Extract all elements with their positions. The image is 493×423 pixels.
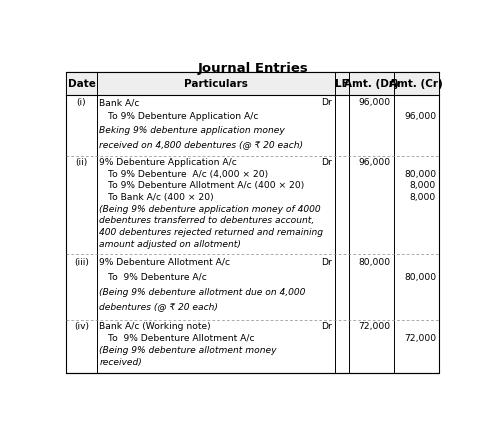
Text: Bank A/c: Bank A/c [100, 99, 140, 107]
Text: To 9% Debenture Application A/c: To 9% Debenture Application A/c [108, 112, 258, 121]
Text: 72,000: 72,000 [404, 334, 436, 343]
Text: 9% Debenture Allotment A/c: 9% Debenture Allotment A/c [100, 258, 230, 267]
Text: To 9% Debenture  A/c (4,000 × 20): To 9% Debenture A/c (4,000 × 20) [108, 170, 268, 179]
Text: LF: LF [335, 79, 349, 89]
Text: 9% Debenture Application A/c: 9% Debenture Application A/c [100, 158, 237, 167]
Text: debentures transferred to debentures account,: debentures transferred to debentures acc… [100, 217, 315, 225]
Text: 96,000: 96,000 [404, 112, 436, 121]
Text: Dr: Dr [321, 322, 332, 331]
Text: 96,000: 96,000 [358, 158, 390, 167]
Text: Dr: Dr [321, 158, 332, 167]
Text: 80,000: 80,000 [358, 258, 390, 267]
Text: To 9% Debenture Allotment A/c (400 × 20): To 9% Debenture Allotment A/c (400 × 20) [108, 181, 304, 190]
Text: (Being 9% debenture allotment money: (Being 9% debenture allotment money [100, 346, 277, 355]
Text: Bank A/c (Working note): Bank A/c (Working note) [100, 322, 211, 331]
Text: received on 4,800 debentures (@ ₹ 20 each): received on 4,800 debentures (@ ₹ 20 eac… [100, 140, 304, 149]
Text: 96,000: 96,000 [358, 99, 390, 107]
Text: Date: Date [68, 79, 96, 89]
Text: (Being 9% debenture allotment due on 4,000: (Being 9% debenture allotment due on 4,0… [100, 288, 306, 297]
Text: (i): (i) [77, 99, 86, 107]
Text: 72,000: 72,000 [358, 322, 390, 331]
Text: (iv): (iv) [74, 322, 89, 331]
Text: To  9% Debenture Allotment A/c: To 9% Debenture Allotment A/c [108, 334, 254, 343]
Text: 80,000: 80,000 [404, 170, 436, 179]
Text: (Being 9% debenture application money of 4000: (Being 9% debenture application money of… [100, 205, 321, 214]
Text: Dr: Dr [321, 258, 332, 267]
Text: 80,000: 80,000 [404, 273, 436, 282]
Text: (ii): (ii) [75, 158, 88, 167]
Text: 400 debentures rejected returned and remaining: 400 debentures rejected returned and rem… [100, 228, 323, 237]
Text: 8,000: 8,000 [410, 193, 436, 202]
Text: debentures (@ ₹ 20 each): debentures (@ ₹ 20 each) [100, 302, 218, 311]
Text: Dr: Dr [321, 99, 332, 107]
Text: To Bank A/c (400 × 20): To Bank A/c (400 × 20) [108, 193, 213, 202]
Text: Amt. (Cr): Amt. (Cr) [389, 79, 443, 89]
Text: Beking 9% debenture application money: Beking 9% debenture application money [100, 126, 285, 135]
Text: Journal Entries: Journal Entries [197, 61, 308, 74]
Text: To  9% Debenture A/c: To 9% Debenture A/c [108, 273, 207, 282]
Text: Amt. (Dr): Amt. (Dr) [344, 79, 399, 89]
Bar [66, 72, 439, 95]
Text: (iii): (iii) [74, 258, 89, 267]
Text: received): received) [100, 358, 142, 367]
Text: Particulars: Particulars [184, 79, 247, 89]
Text: amount adjusted on allotment): amount adjusted on allotment) [100, 240, 242, 249]
Text: 8,000: 8,000 [410, 181, 436, 190]
